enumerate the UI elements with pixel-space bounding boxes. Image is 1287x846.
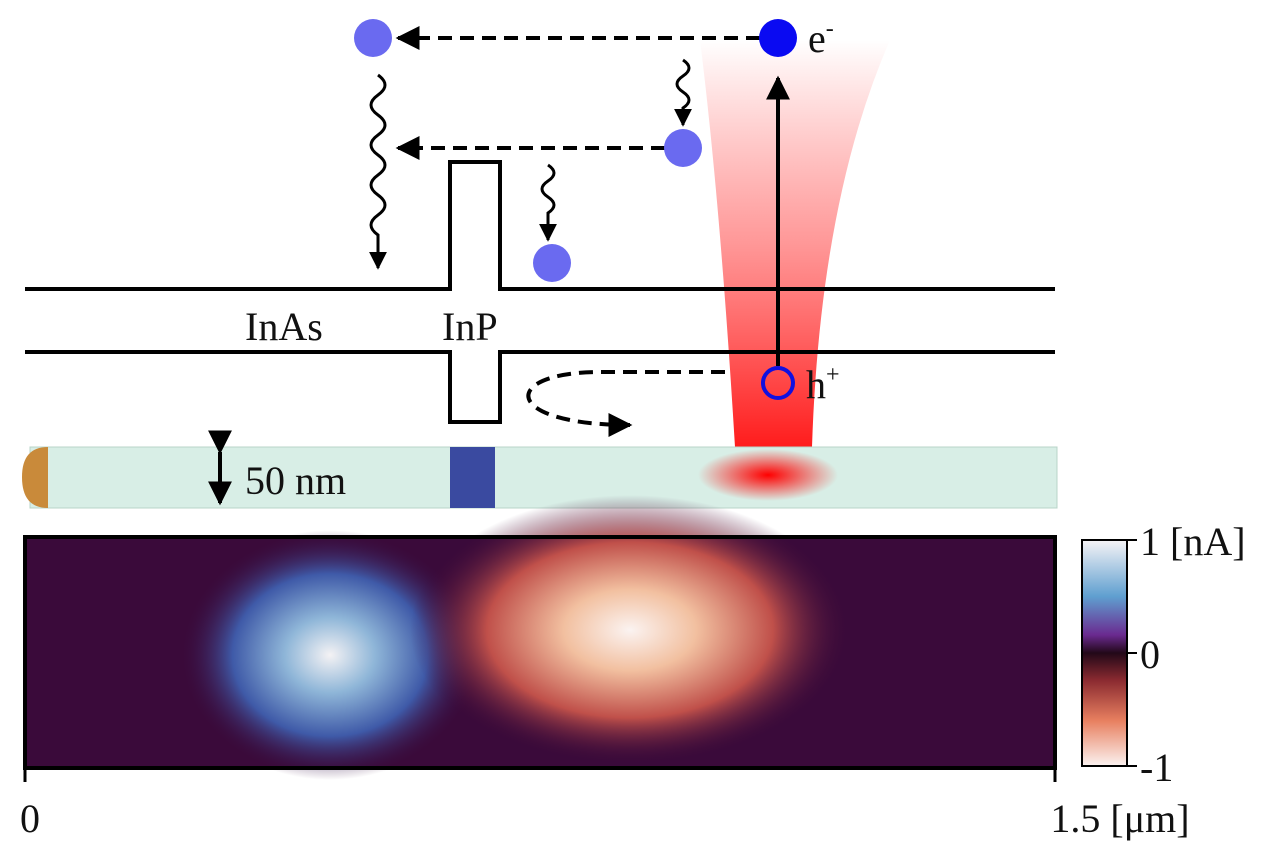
inas-label: InAs bbox=[245, 304, 323, 349]
hole-arrow bbox=[528, 372, 725, 425]
page: e- h+ InAs InP 50 nm 1 [nA] 0 -1 0 1.5 [… bbox=[0, 0, 1287, 846]
x-label: 1.5 [μm] bbox=[1050, 796, 1189, 841]
colorbar bbox=[1082, 540, 1127, 766]
electron bbox=[354, 19, 392, 57]
laser-beam bbox=[700, 40, 890, 447]
electron bbox=[664, 129, 702, 167]
nanowire bbox=[30, 447, 1057, 508]
hole-label: h+ bbox=[806, 362, 840, 407]
electron bbox=[759, 19, 797, 57]
relaxation-arrow bbox=[371, 75, 385, 268]
relaxation-arrow bbox=[542, 165, 554, 240]
gold-cap bbox=[22, 447, 48, 508]
electron bbox=[533, 244, 571, 282]
colorbar-label: 0 bbox=[1140, 632, 1160, 677]
laser-spot bbox=[698, 449, 838, 501]
diagram: e- h+ InAs InP 50 nm 1 [nA] 0 -1 0 1.5 [… bbox=[0, 0, 1287, 846]
inp-label: InP bbox=[442, 304, 498, 349]
colorbar-label: -1 bbox=[1140, 745, 1173, 790]
relaxation-arrow bbox=[677, 60, 689, 125]
x-label: 0 bbox=[20, 796, 40, 841]
colorbar-label: 1 [nA] bbox=[1140, 519, 1246, 564]
diameter-label: 50 nm bbox=[245, 458, 346, 503]
inp-segment bbox=[450, 447, 495, 508]
